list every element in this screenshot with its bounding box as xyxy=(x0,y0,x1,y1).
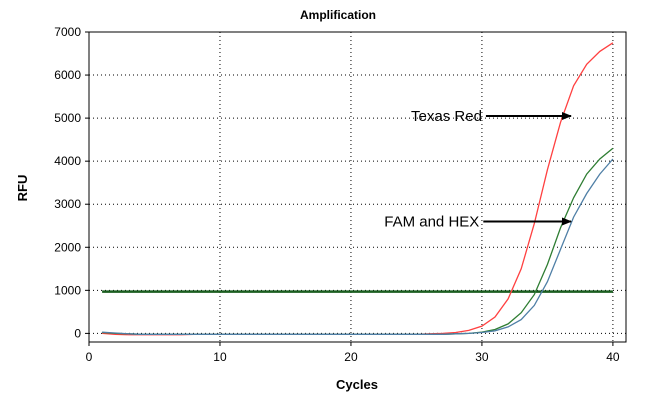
x-tick-label: 40 xyxy=(606,350,620,364)
series-line-green xyxy=(102,147,614,335)
y-tick-label: 1000 xyxy=(54,283,81,297)
y-tick-label: 4000 xyxy=(54,154,81,168)
series-layer xyxy=(102,42,614,336)
y-axis-label: RFU xyxy=(15,175,30,202)
annotation-label: Texas Red xyxy=(411,108,482,125)
y-tick-label: 0 xyxy=(74,326,81,340)
chart-title: Amplification xyxy=(300,8,376,22)
x-tick-label: 30 xyxy=(475,350,489,364)
ticks-layer: 0 1000 2000 3000 4000 5000 6000 7000 0 10 20 30 40 xyxy=(54,25,620,364)
series-line-blue xyxy=(102,158,614,335)
y-tick-label: 7000 xyxy=(54,25,81,39)
x-tick-label: 0 xyxy=(86,350,93,364)
plot-frame xyxy=(88,31,627,343)
annotation-label: FAM and HEX xyxy=(384,213,479,230)
y-tick-label: 6000 xyxy=(54,68,81,82)
y-tick-label: 5000 xyxy=(54,111,81,125)
x-tick-label: 20 xyxy=(344,350,358,364)
y-tick-label: 2000 xyxy=(54,240,81,254)
y-tick-label: 3000 xyxy=(54,197,81,211)
grid-layer xyxy=(89,32,626,342)
x-tick-label: 10 xyxy=(213,350,227,364)
x-axis-label: Cycles xyxy=(336,377,378,392)
annotation-layer: Texas Red FAM and HEX xyxy=(384,108,572,230)
